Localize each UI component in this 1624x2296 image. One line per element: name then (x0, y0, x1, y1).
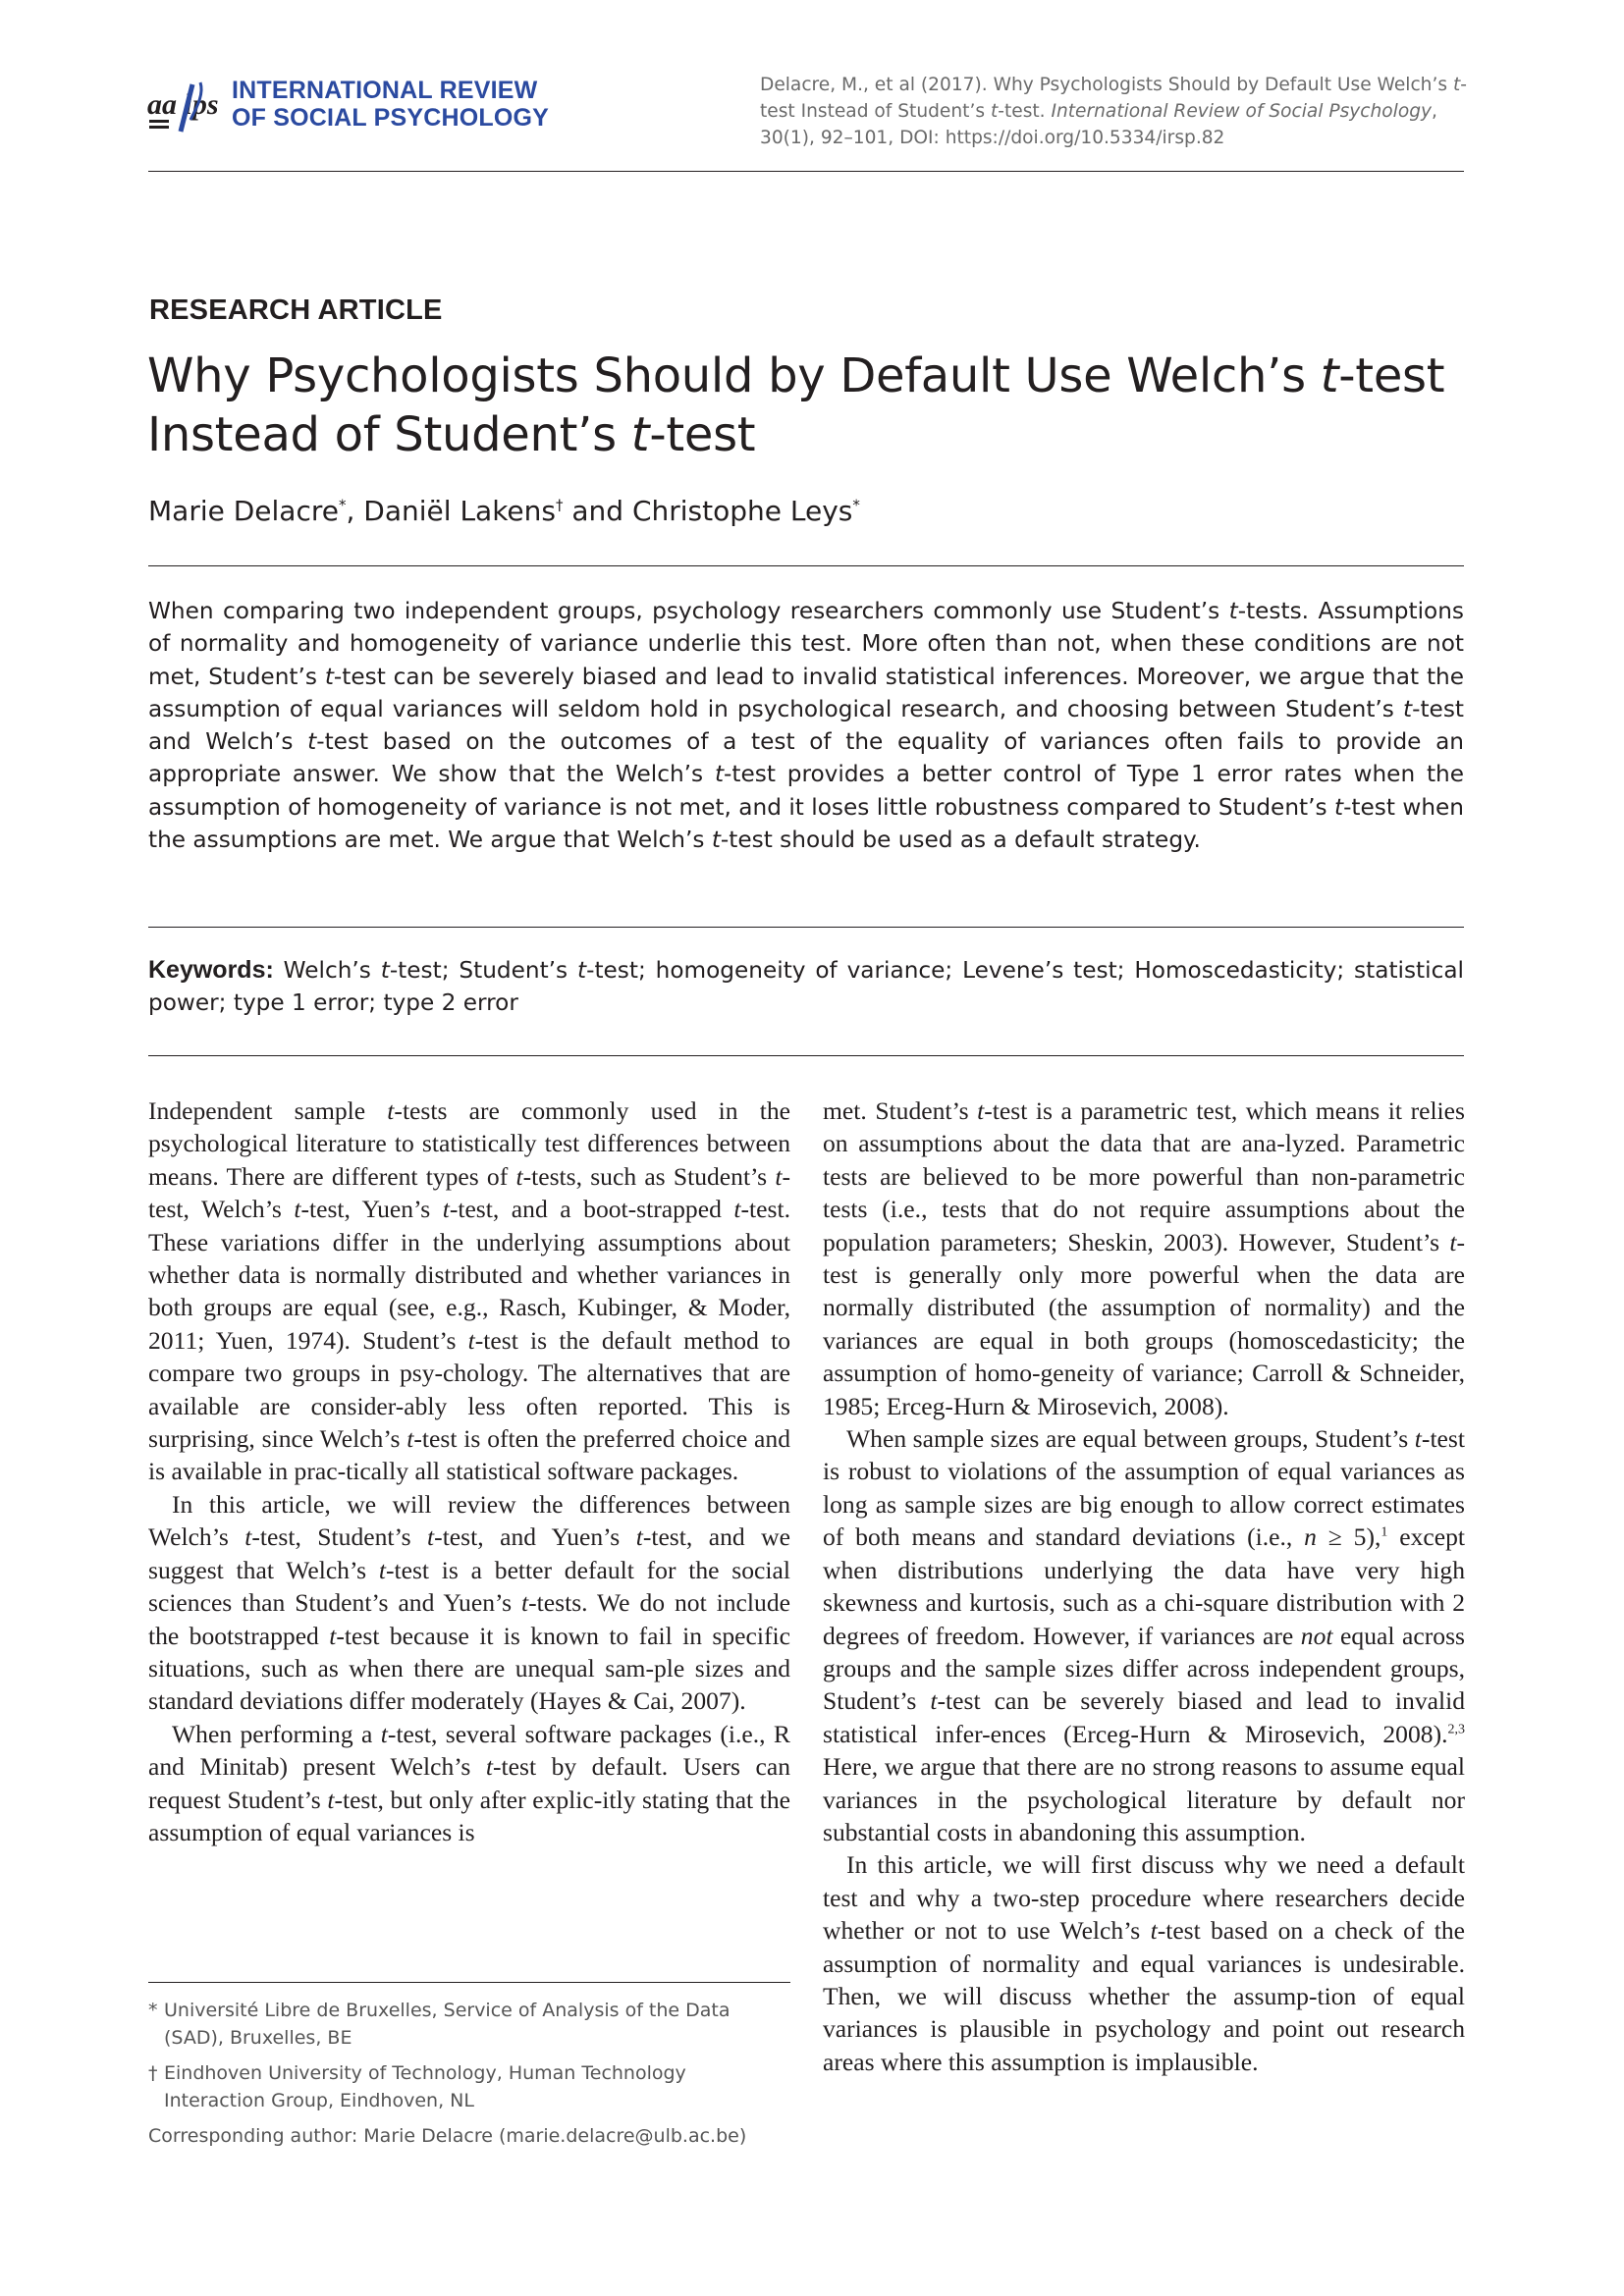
header-rule (148, 171, 1464, 172)
journal-name: INTERNATIONAL REVIEW OF SOCIAL PSYCHOLOG… (232, 77, 549, 132)
footnote-rule (148, 1982, 790, 1983)
citation-journal-name: International Review of Social Psycholog… (1051, 101, 1433, 122)
body-paragraph: In this article, we will first discuss w… (823, 1850, 1465, 2076)
abstract: When comparing two independent groups, p… (148, 598, 1465, 854)
corresponding-author: Corresponding author: Marie Delacre (mar… (148, 2125, 747, 2147)
affiliation-footnote: * Université Libre de Bruxelles, Service … (148, 2000, 731, 2049)
footnote-ref[interactable]: 1 (1380, 1524, 1388, 1540)
title-rule (148, 565, 1464, 566)
keywords-label: Keywords: (148, 956, 274, 984)
body-paragraph: In this article, we will review the diff… (148, 1489, 790, 1716)
journal-name-line1: INTERNATIONAL REVIEW (232, 77, 538, 104)
keywords: Keywords: Welch’s t-test; Student’s t-te… (148, 956, 1464, 1017)
author-name[interactable]: Christophe Leys (631, 495, 853, 527)
citation-header: Delacre, M., et al (2017). Why Psycholog… (760, 75, 1467, 148)
body-paragraph: When sample sizes are equal between grou… (823, 1424, 1466, 1846)
author-list: Marie Delacre*, Daniël Lakens† and Chris… (148, 495, 860, 527)
abstract-rule (148, 927, 1464, 928)
author-name[interactable]: Marie Delacre (148, 495, 339, 527)
body-paragraph: Independent sample t-tests are commonly … (148, 1096, 790, 1486)
affiliation-footnote: † Eindhoven University of Technology, Hum… (148, 2062, 686, 2111)
body-column-left: Independent sample t-tests are commonly … (148, 1095, 790, 1848)
body-paragraph: When performing a t-test, several softwa… (148, 1719, 790, 1846)
article-title: Why Psychologists Should by Default Use … (147, 348, 1445, 462)
body-paragraph: met. Student’s t-test is a parametric te… (823, 1096, 1465, 1420)
journal-logo[interactable]: aa lps INTERNATIONAL REVIEW OF SOCIAL PS… (147, 71, 569, 139)
article-type-label: RESEARCH ARTICLE (149, 294, 443, 326)
body-column-right: met. Student’s t-test is a parametric te… (823, 1095, 1465, 2078)
journal-name-line2: OF SOCIAL PSYCHOLOGY (232, 104, 550, 132)
keywords-rule (148, 1055, 1464, 1056)
footnote-ref[interactable]: 2,3 (1447, 1722, 1466, 1737)
affiliation-footnotes: * Université Libre de Bruxelles, Service … (148, 1997, 790, 2150)
journal-logo-mark-icon: aa lps (147, 81, 219, 133)
author-name[interactable]: Daniël Lakens (363, 495, 556, 527)
